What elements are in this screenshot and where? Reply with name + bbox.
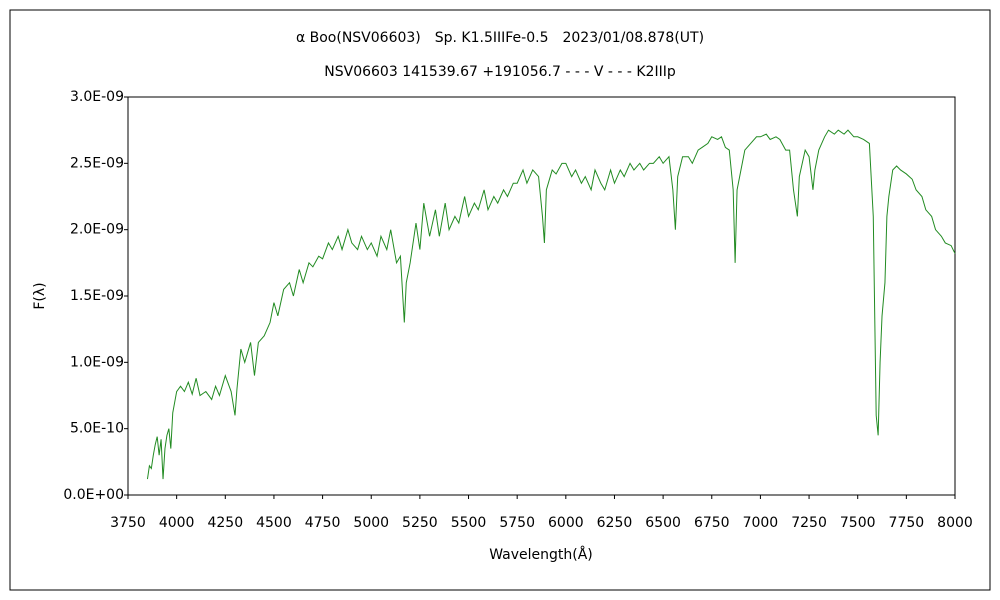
x-tick-label: 3750 xyxy=(110,515,146,531)
x-tick-label: 4250 xyxy=(207,515,243,531)
x-tick-label: 5500 xyxy=(451,515,487,531)
x-tick-label: 6750 xyxy=(694,515,730,531)
y-tick-label: 1.0E-09 xyxy=(70,354,124,370)
chart-title: α Boo(NSV06603) Sp. K1.5IIIFe-0.5 2023/0… xyxy=(296,30,704,46)
x-tick-label: 5750 xyxy=(499,515,535,531)
y-tick-label: 3.0E-09 xyxy=(70,89,124,105)
y-tick-label: 0.0E+00 xyxy=(63,487,124,503)
x-tick-label: 7250 xyxy=(791,515,827,531)
y-tick-label: 5.0E-10 xyxy=(70,421,124,437)
y-tick-label: 2.5E-09 xyxy=(70,155,124,171)
x-axis-label: Wavelength(Å) xyxy=(489,546,593,563)
x-tick-label: 5250 xyxy=(402,515,438,531)
x-tick-label: 4750 xyxy=(305,515,341,531)
chart-subtitle: NSV06603 141539.67 +191056.7 - - - V - -… xyxy=(324,64,676,80)
x-tick-label: 7000 xyxy=(743,515,779,531)
y-tick-label: 2.0E-09 xyxy=(70,222,124,238)
x-tick-label: 6250 xyxy=(597,515,633,531)
x-tick-label: 8000 xyxy=(937,515,973,531)
x-tick-label: 6500 xyxy=(645,515,681,531)
x-tick-label: 6000 xyxy=(548,515,584,531)
x-tick-label: 7500 xyxy=(840,515,876,531)
frame xyxy=(9,9,991,591)
y-tick-label: 1.5E-09 xyxy=(70,288,124,304)
x-tick-label: 7750 xyxy=(889,515,925,531)
x-tick-label: 4000 xyxy=(159,515,195,531)
y-axis-label: F(λ) xyxy=(32,282,48,309)
x-tick-label: 5000 xyxy=(353,515,389,531)
x-tick-label: 4500 xyxy=(256,515,292,531)
spectrum-line xyxy=(146,129,956,480)
